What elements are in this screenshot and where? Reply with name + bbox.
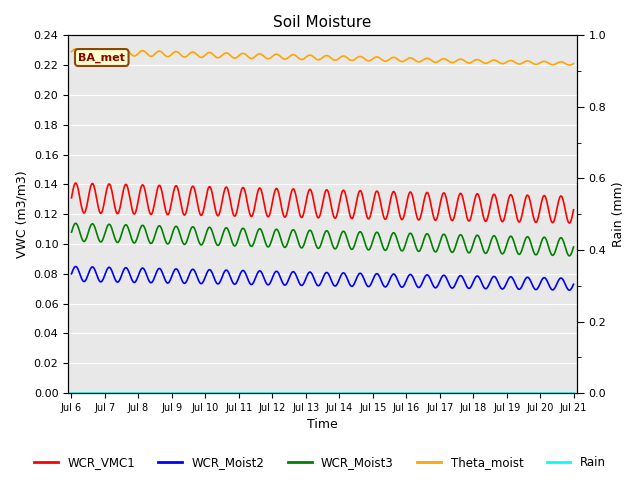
- WCR_Moist2: [468, 281, 476, 287]
- Y-axis label: Rain (mm): Rain (mm): [612, 181, 625, 247]
- Legend: WCR_VMC1, WCR_Moist2, WCR_Moist3, Theta_moist, Rain: WCR_VMC1, WCR_Moist2, WCR_Moist3, Theta_…: [29, 452, 611, 474]
- WCR_Moist3: [120, 226, 127, 231]
- Theta_moist: [460, 57, 467, 63]
- WCR_VMC1: [570, 207, 577, 213]
- WCR_VMC1: [468, 207, 476, 213]
- Line: Theta_moist: Theta_moist: [72, 49, 573, 65]
- Title: Soil Moisture: Soil Moisture: [273, 15, 372, 30]
- WCR_Moist3: [413, 246, 420, 252]
- WCR_Moist3: [566, 253, 573, 259]
- WCR_VMC1: [289, 186, 297, 192]
- WCR_Moist3: [72, 220, 79, 226]
- WCR_Moist3: [570, 244, 577, 250]
- WCR_Moist3: [271, 228, 279, 233]
- Theta_moist: [570, 61, 577, 67]
- Rain: [271, 390, 278, 396]
- WCR_VMC1: [120, 188, 127, 194]
- WCR_Moist2: [72, 264, 79, 269]
- Rain: [570, 390, 577, 396]
- WCR_Moist2: [120, 268, 127, 274]
- Theta_moist: [566, 62, 573, 68]
- WCR_Moist3: [289, 227, 297, 233]
- WCR_Moist2: [271, 269, 279, 275]
- X-axis label: Time: Time: [307, 419, 338, 432]
- Rain: [459, 390, 467, 396]
- WCR_VMC1: [271, 188, 279, 193]
- WCR_Moist2: [460, 276, 467, 282]
- Theta_moist: [68, 49, 76, 55]
- Theta_moist: [271, 52, 279, 58]
- WCR_VMC1: [72, 180, 79, 186]
- WCR_Moist2: [68, 271, 76, 277]
- Rain: [289, 390, 296, 396]
- Line: WCR_Moist3: WCR_Moist3: [72, 223, 573, 256]
- WCR_Moist3: [468, 243, 476, 249]
- Theta_moist: [413, 59, 420, 64]
- Rain: [468, 390, 476, 396]
- Line: WCR_VMC1: WCR_VMC1: [72, 183, 573, 223]
- Rain: [412, 390, 420, 396]
- Rain: [68, 390, 76, 396]
- WCR_Moist2: [566, 288, 573, 293]
- Line: WCR_Moist2: WCR_Moist2: [72, 266, 573, 290]
- Text: BA_met: BA_met: [78, 52, 125, 63]
- WCR_Moist2: [413, 283, 420, 288]
- WCR_Moist2: [289, 269, 297, 275]
- Theta_moist: [120, 48, 127, 54]
- Theta_moist: [72, 46, 79, 52]
- WCR_Moist3: [460, 237, 467, 242]
- Rain: [119, 390, 127, 396]
- Theta_moist: [289, 52, 297, 58]
- WCR_Moist3: [68, 229, 76, 235]
- Theta_moist: [468, 59, 476, 64]
- WCR_Moist2: [570, 281, 577, 287]
- WCR_VMC1: [566, 220, 573, 226]
- WCR_VMC1: [68, 195, 76, 201]
- WCR_VMC1: [413, 213, 420, 219]
- Y-axis label: VWC (m3/m3): VWC (m3/m3): [15, 170, 28, 258]
- WCR_VMC1: [460, 198, 467, 204]
